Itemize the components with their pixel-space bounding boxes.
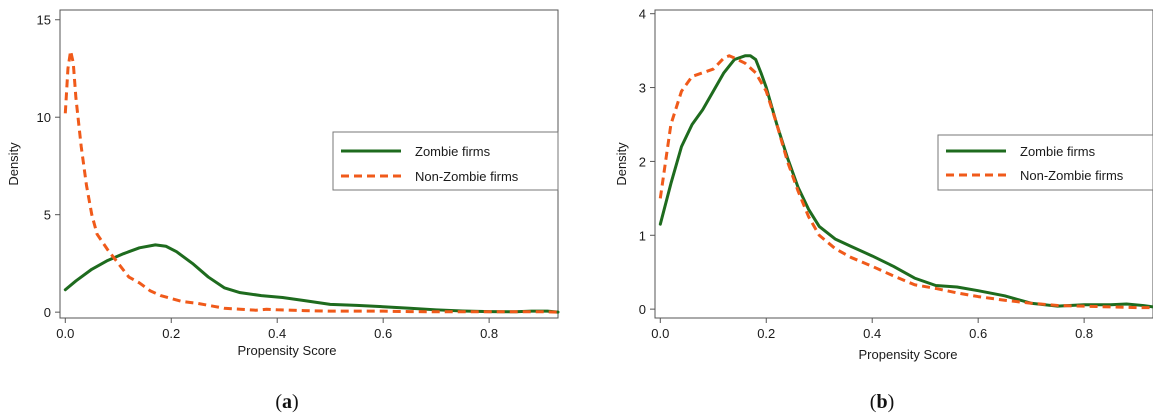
panel-a-caption-letter: a: [282, 391, 292, 413]
panel-b-x-tick-label: 0.2: [757, 326, 775, 341]
panel-a-y-tick-label: 15: [37, 13, 51, 28]
panel-a-series-zombie-line: [63, 243, 560, 314]
panel-b-caption: (b): [870, 391, 894, 413]
panel-a-y-tick-label: 0: [44, 305, 51, 320]
panel-a-legend-non-zombie-label: Non-Zombie firms: [415, 169, 519, 184]
panel-b-legend: Zombie firms Non-Zombie firms: [937, 134, 1153, 191]
panel-b-y-tick-label: 2: [639, 154, 646, 169]
panel-b-y-tick-label: 0: [639, 302, 646, 317]
panel-a-y-tick-label: 10: [37, 110, 51, 125]
panel-b-x-tick-label: 0.8: [1075, 326, 1093, 341]
panel-b-x-tick-label: 0.4: [863, 326, 881, 341]
panel-b-caption-letter: b: [876, 391, 887, 413]
panel-b-series-non-zombie-line: [658, 54, 1153, 310]
panel-b-x-tick-label: 0.0: [651, 326, 669, 341]
panel-b-legend-zombie-label: Zombie firms: [1020, 144, 1096, 159]
panel-a-axes: 0.0 0.2 0.4 0.6 0.8 0 5 10 15: [37, 13, 499, 341]
panel-a-legend-box: [332, 131, 559, 191]
panel-a-x-tick-label: 0.0: [56, 326, 74, 341]
panel-a-series: [63, 49, 560, 314]
panel-b-x-axis-label: Propensity Score: [859, 347, 958, 362]
panel-a-x-tick-label: 0.6: [374, 326, 392, 341]
panel-b-y-tick-label: 1: [639, 228, 646, 243]
panel-b-x-tick-label: 0.6: [969, 326, 987, 341]
panel-a-x-tick-label: 0.2: [162, 326, 180, 341]
panel-b-legend-box: [937, 134, 1153, 191]
panel-a-chart: 0.0 0.2 0.4 0.6 0.8 0 5 10 15 Propensity Score D…: [6, 9, 560, 413]
panel-b-y-axis-label: Density: [614, 142, 629, 186]
panel-a-y-tick-label: 5: [44, 208, 51, 223]
panel-a-legend: Zombie firms Non-Zombie firms: [332, 131, 559, 191]
panel-a-x-tick-label: 0.8: [480, 326, 498, 341]
panel-b-plot-frame: [654, 9, 1153, 319]
panel-b-y-tick-label: 4: [639, 7, 646, 22]
panel-b-y-tick-label: 3: [639, 81, 646, 96]
panel-b-chart: 0.0 0.2 0.4 0.6 0.8 0 1 2 3 4 Propensity Score De…: [614, 7, 1153, 413]
panel-a-caption: (a): [275, 391, 298, 413]
panel-a-series-non-zombie-line: [63, 49, 559, 314]
panel-b-axes: 0.0 0.2 0.4 0.6 0.8 0 1 2 3 4: [639, 7, 1093, 341]
panel-b-series: [658, 54, 1153, 310]
panel-b-legend-non-zombie-label: Non-Zombie firms: [1020, 168, 1124, 183]
panel-a-x-tick-label: 0.4: [268, 326, 286, 341]
panel-a-y-axis-label: Density: [6, 142, 21, 186]
panel-a-legend-zombie-label: Zombie firms: [415, 144, 491, 159]
panel-a-x-axis-label: Propensity Score: [238, 343, 337, 358]
